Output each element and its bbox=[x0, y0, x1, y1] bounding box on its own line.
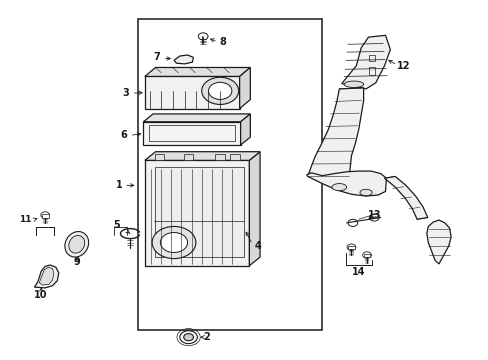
Text: 6: 6 bbox=[121, 130, 127, 140]
Polygon shape bbox=[249, 152, 260, 266]
Polygon shape bbox=[144, 152, 260, 160]
Bar bbox=[368, 67, 374, 75]
Text: 1: 1 bbox=[116, 180, 122, 190]
Polygon shape bbox=[143, 114, 250, 122]
Text: 10: 10 bbox=[34, 290, 47, 300]
Polygon shape bbox=[144, 76, 239, 109]
Polygon shape bbox=[34, 265, 59, 288]
Text: 2: 2 bbox=[203, 332, 209, 342]
Bar bbox=[41, 214, 48, 218]
Ellipse shape bbox=[331, 184, 346, 191]
Ellipse shape bbox=[65, 231, 88, 257]
Circle shape bbox=[346, 244, 355, 250]
Circle shape bbox=[201, 77, 238, 104]
Polygon shape bbox=[143, 122, 240, 145]
Circle shape bbox=[347, 219, 357, 226]
Bar bbox=[347, 247, 354, 249]
Text: 8: 8 bbox=[219, 37, 225, 47]
Polygon shape bbox=[426, 220, 450, 264]
Text: 13: 13 bbox=[367, 210, 381, 220]
Circle shape bbox=[160, 233, 187, 252]
Text: 11: 11 bbox=[20, 215, 32, 224]
Polygon shape bbox=[306, 171, 386, 196]
Ellipse shape bbox=[359, 189, 371, 196]
Bar bbox=[368, 55, 374, 62]
Bar bbox=[363, 254, 370, 257]
Circle shape bbox=[369, 214, 378, 221]
Text: 14: 14 bbox=[351, 267, 365, 277]
Circle shape bbox=[208, 82, 231, 99]
Polygon shape bbox=[240, 114, 250, 145]
Ellipse shape bbox=[344, 81, 363, 87]
Polygon shape bbox=[341, 35, 389, 89]
Text: 4: 4 bbox=[254, 241, 261, 251]
Circle shape bbox=[180, 331, 197, 343]
Circle shape bbox=[41, 212, 49, 218]
Bar bbox=[149, 125, 234, 141]
Polygon shape bbox=[39, 267, 54, 285]
Bar bbox=[215, 154, 224, 160]
Bar bbox=[183, 154, 193, 160]
Polygon shape bbox=[154, 167, 243, 257]
Polygon shape bbox=[384, 176, 427, 219]
Polygon shape bbox=[174, 55, 193, 64]
Polygon shape bbox=[239, 67, 250, 109]
Bar bbox=[154, 154, 164, 160]
Circle shape bbox=[152, 226, 196, 258]
Bar bbox=[229, 154, 239, 160]
Polygon shape bbox=[144, 160, 249, 266]
Text: 7: 7 bbox=[153, 53, 160, 63]
Polygon shape bbox=[144, 67, 250, 76]
Circle shape bbox=[198, 33, 207, 40]
Text: 12: 12 bbox=[396, 61, 410, 71]
Text: 5: 5 bbox=[114, 220, 120, 230]
Bar bbox=[137, 19, 322, 330]
Ellipse shape bbox=[69, 235, 84, 253]
Circle shape bbox=[362, 252, 371, 258]
Circle shape bbox=[183, 334, 193, 341]
Text: 3: 3 bbox=[122, 88, 128, 98]
Text: 9: 9 bbox=[73, 257, 80, 267]
Polygon shape bbox=[307, 88, 363, 176]
